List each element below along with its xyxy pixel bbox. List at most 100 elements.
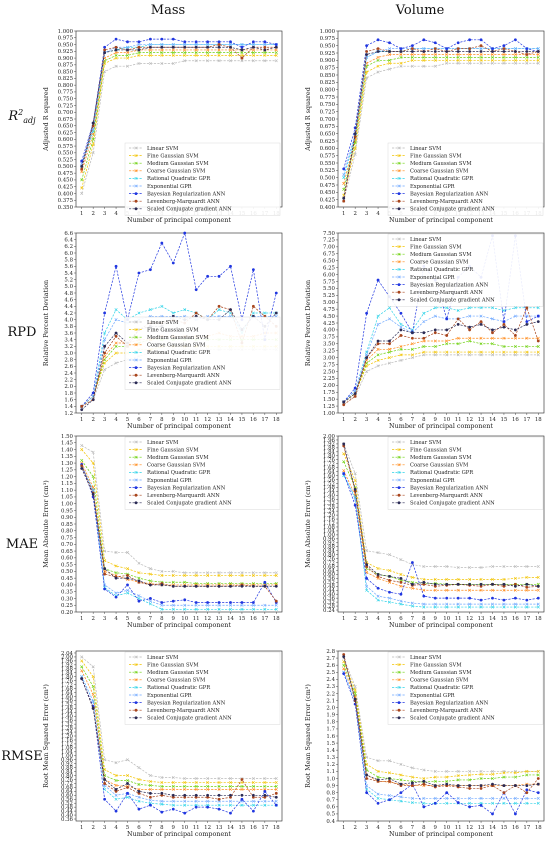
series-scaled-conjugate-gradient-ann [342,655,540,787]
data-point [228,43,233,47]
legend-label: Rational Quadratic GPR [147,685,211,691]
x-tick-label: 1 [342,211,345,217]
data-point [445,342,449,346]
series-line [343,315,539,403]
data-point [479,602,483,606]
data-point [263,795,267,799]
y-tick-label: 0.650 [320,131,336,137]
y-tick-label: 0.375 [58,198,74,204]
data-point [194,288,198,292]
y-tick-label: 1.10 [61,488,74,494]
data-point [525,598,529,602]
x-tick-label: 14 [227,825,234,831]
y-tick-label: 1.08 [61,746,74,752]
data-point [206,803,210,807]
x-tick-label: 16 [512,616,519,622]
data-point [376,322,380,326]
series-line [81,660,277,783]
y-tick-label: 2.50 [323,369,336,375]
data-point [365,369,369,373]
data-point [263,580,267,584]
y-tick-label: 0.96 [323,537,336,543]
data-point [228,799,233,803]
y-tick-label: 2.0 [326,705,335,711]
data-point [513,801,517,805]
y-tick-label: 0.90 [61,515,74,521]
legend-label: Medium Gaussian SVM [147,335,209,341]
data-point [479,52,483,56]
series-line [343,39,539,169]
data-point [114,56,118,60]
y-tick-label: 0.30 [61,596,74,602]
data-point [160,810,164,814]
data-point [80,458,84,462]
y-tick-label: 1.76 [323,458,336,464]
y-tick-label: 1.32 [61,722,73,728]
y-tick-label: 1.48 [61,706,74,712]
y-tick-label: 6.6 [64,231,73,237]
data-point [490,58,495,62]
data-point [353,691,357,696]
data-point [148,43,152,47]
data-point [468,796,472,800]
data-point [91,675,95,679]
data-point [387,793,392,798]
data-point [240,787,244,791]
y-tick-label: 1.40 [61,714,74,720]
y-tick-label: 3.4 [64,337,73,343]
legend-marker [134,184,138,188]
data-point [399,345,403,349]
y-tick-label: 3.50 [323,342,336,348]
series-line [343,48,539,175]
data-point [114,783,118,787]
data-point [422,311,426,315]
data-point [388,779,391,783]
legend-marker [397,716,401,720]
data-point [490,772,495,776]
y-tick-label: 4.4 [64,304,73,310]
data-point [376,551,380,555]
data-point [251,776,255,781]
series-coarse-gaussian-svm [342,52,540,186]
legend-marker [134,366,138,369]
x-tick-label: 4 [376,616,380,622]
data-point [536,769,540,773]
y-tick-label: 1.36 [323,497,336,503]
data-point [148,599,152,603]
data-point [525,796,529,800]
data-point [422,796,426,800]
x-tick-label: 10 [181,417,188,423]
data-point [387,568,392,572]
data-point [525,336,529,340]
data-point [376,801,380,805]
x-tick-label: 4 [376,417,380,423]
data-point [80,669,84,673]
data-point [456,784,460,787]
data-point [422,582,426,586]
data-point [148,53,152,57]
data-point [217,601,221,604]
y-tick-label: 1.00 [61,754,74,760]
data-point [513,328,517,332]
y-tick-label: 1.50 [61,434,74,440]
data-point [263,59,267,63]
data-point [513,38,517,42]
data-point [263,780,267,784]
series-line [81,678,277,798]
data-point [342,460,346,464]
data-point [525,58,529,62]
x-tick-label: 2 [353,825,356,831]
data-point [80,167,84,171]
data-point [240,601,244,604]
y-tick-label: 0.35 [61,589,74,595]
data-point [125,56,130,60]
data-point [251,573,255,577]
data-point [388,50,391,53]
y-tick-label: 4.6 [64,297,73,303]
data-point [399,322,403,326]
y-tick-label: 0.950 [58,42,74,48]
data-point [513,306,517,310]
data-point [491,596,494,600]
legend-box [124,316,281,390]
